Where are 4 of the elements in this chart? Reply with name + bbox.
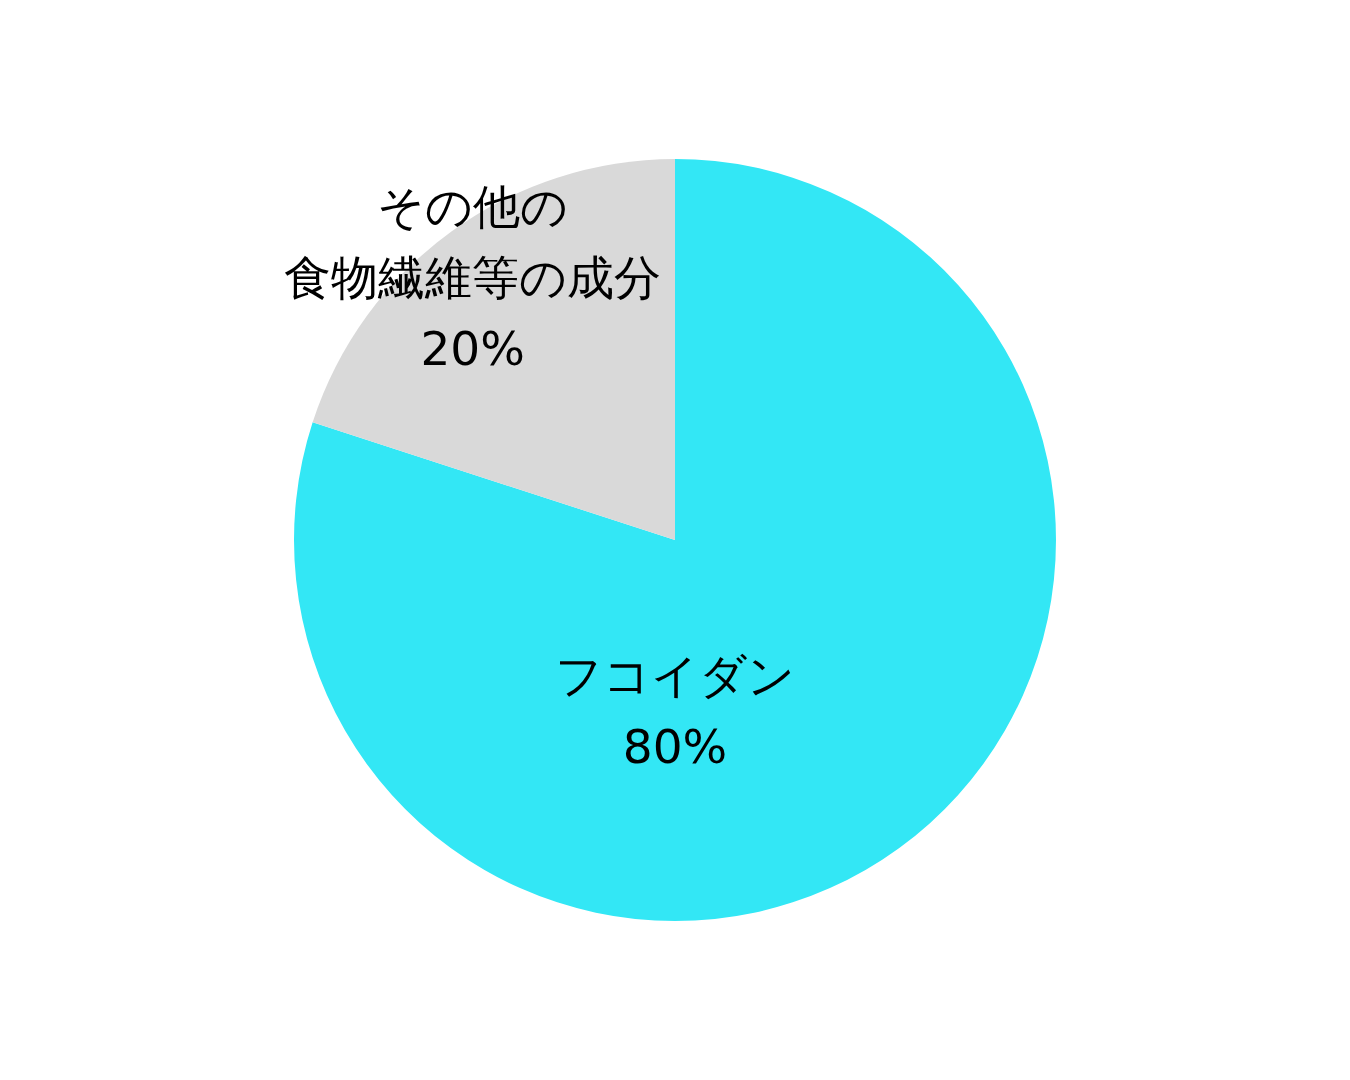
slice-label: その他の食物繊維等の成分: [284, 179, 662, 306]
data-label: 80%: [622, 719, 728, 775]
slice-label: フコイダン: [555, 648, 795, 704]
data-label: 20%: [420, 321, 525, 377]
